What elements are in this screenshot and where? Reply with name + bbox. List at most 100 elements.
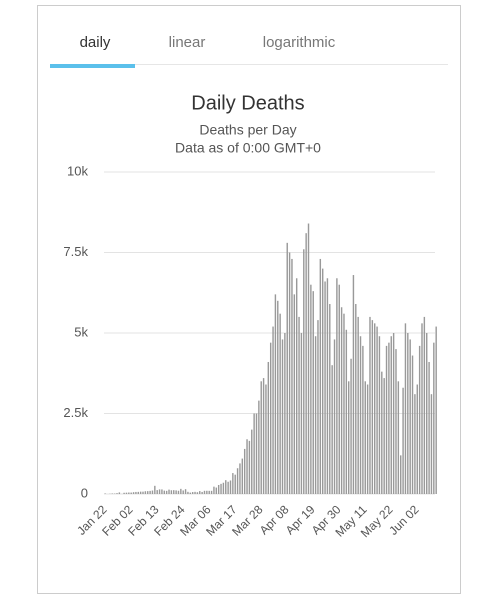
bar [149, 491, 150, 494]
bar [164, 491, 165, 494]
bar [322, 269, 323, 494]
y-tick-label: 7.5k [63, 244, 88, 259]
bar [242, 459, 243, 494]
bar [251, 430, 252, 494]
bar [327, 278, 328, 494]
bar [402, 388, 403, 494]
bar [209, 491, 210, 494]
bar [386, 346, 387, 494]
bar [175, 490, 176, 494]
y-tick-label: 5k [74, 324, 88, 339]
bar [334, 339, 335, 494]
bar [244, 449, 245, 494]
bar [227, 482, 228, 494]
bar [362, 346, 363, 494]
bar [123, 493, 124, 494]
y-tick-label: 10k [67, 163, 88, 178]
bar [182, 490, 183, 494]
bar [185, 489, 186, 494]
chart-title: Daily Deaths [191, 92, 304, 114]
bar [417, 385, 418, 494]
tab[interactable]: linear [169, 34, 206, 51]
bar [178, 491, 179, 494]
bar [135, 492, 136, 494]
bar [388, 343, 389, 494]
bar [187, 492, 188, 494]
bar [190, 493, 191, 494]
bar [433, 343, 434, 494]
bar [171, 490, 172, 494]
bar [381, 372, 382, 494]
bar [128, 493, 129, 494]
bar [232, 473, 233, 494]
bar [346, 330, 347, 494]
bar [197, 492, 198, 494]
bar [291, 259, 292, 494]
bar [156, 490, 157, 494]
bar [320, 259, 321, 494]
bar [277, 301, 278, 494]
bar [317, 320, 318, 494]
tab[interactable]: daily [80, 34, 111, 51]
bar [211, 491, 212, 494]
bar [282, 339, 283, 494]
bar [154, 486, 155, 494]
bar [409, 339, 410, 494]
bar [112, 493, 113, 494]
bar [206, 491, 207, 494]
bar [287, 243, 288, 494]
bar [339, 285, 340, 494]
bar [353, 275, 354, 494]
tab[interactable]: logarithmic [263, 34, 336, 51]
bar [315, 336, 316, 494]
bar [407, 333, 408, 494]
bar [220, 484, 221, 494]
bar [265, 385, 266, 494]
bar [201, 492, 202, 494]
bar [104, 493, 105, 494]
bar [350, 359, 351, 494]
bar [192, 492, 193, 494]
bar [161, 489, 162, 494]
bar [426, 333, 427, 494]
bar [336, 278, 337, 494]
bar [355, 304, 356, 494]
bar [421, 323, 422, 494]
bar [168, 490, 169, 494]
bar [395, 349, 396, 494]
bar [256, 414, 257, 495]
bar [239, 463, 240, 494]
bar [398, 381, 399, 494]
bar [428, 362, 429, 494]
bar [199, 491, 200, 494]
bar [424, 317, 425, 494]
bar [225, 480, 226, 494]
bar [279, 314, 280, 494]
bar [431, 394, 432, 494]
bar [230, 480, 231, 494]
bar [405, 323, 406, 494]
bar [414, 394, 415, 494]
bar [400, 455, 401, 494]
bar [357, 317, 358, 494]
bar [263, 378, 264, 494]
bar [365, 381, 366, 494]
bar [343, 314, 344, 494]
bar [246, 439, 247, 494]
bar [147, 491, 148, 494]
bar [367, 385, 368, 494]
bar [303, 249, 304, 494]
bar [374, 323, 375, 494]
bar [393, 333, 394, 494]
bar [301, 333, 302, 494]
bar [372, 320, 373, 494]
bar [194, 492, 195, 494]
bar [180, 489, 181, 494]
bar [173, 490, 174, 494]
bar [218, 485, 219, 494]
bar [235, 475, 236, 494]
bar [369, 317, 370, 494]
bar [142, 492, 143, 494]
